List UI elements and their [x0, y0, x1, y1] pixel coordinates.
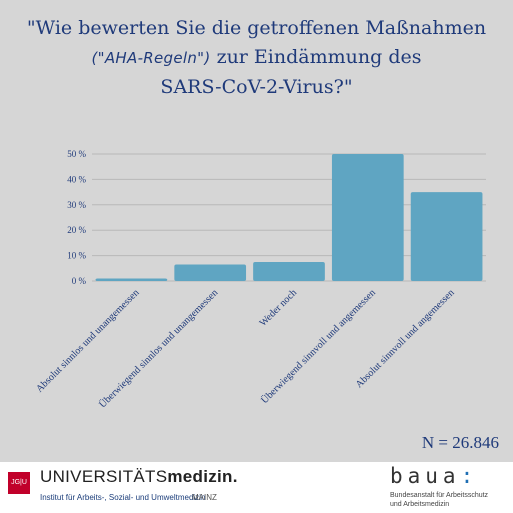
title-line-1: "Wie bewerten Sie die getroffenen Maßnah…	[26, 17, 487, 39]
baua-colon: :	[460, 464, 479, 488]
baua-word: baua	[390, 464, 461, 488]
uni-name-prefix: UNIVERSITÄTS	[40, 467, 168, 486]
y-tick-label: 30 %	[67, 200, 86, 210]
uni-name-bold: medizin.	[167, 467, 238, 486]
bar	[253, 261, 325, 281]
y-tick-label: 20 %	[67, 225, 86, 235]
bar	[331, 154, 404, 281]
chart-title: "Wie bewerten Sie die getroffenen Maßnah…	[0, 14, 513, 102]
title-highlight: ("AHA-Regeln")	[91, 49, 211, 67]
jgu-logo: JG|U	[8, 472, 30, 494]
bar-chart: 0 %10 %20 %30 %40 %50 %Absolut sinnlos u…	[34, 149, 486, 410]
institute-location: MAINZ	[192, 493, 217, 502]
y-tick-label: 50 %	[67, 149, 86, 159]
title-line-2: ("AHA-Regeln") zur Eindämmung des	[0, 43, 513, 73]
institute-name: Institut für Arbeits-, Sozial- und Umwel…	[40, 493, 206, 502]
sample-size-label: N = 26.846	[421, 433, 499, 452]
bar	[95, 278, 168, 281]
x-tick-label: Weder noch	[258, 287, 300, 329]
footer-logos: JG|U UNIVERSITÄTSmedizin. Institut für A…	[0, 462, 513, 513]
baua-logo: baua:	[390, 464, 478, 488]
baua-subtitle-line-2: und Arbeitsmedizin	[390, 501, 450, 508]
title-line-3: SARS-CoV-2-Virus?"	[160, 76, 353, 98]
bar	[410, 192, 483, 281]
y-tick-label: 40 %	[67, 174, 86, 184]
y-tick-label: 0 %	[72, 276, 87, 286]
baua-subtitle: Bundesanstalt für Arbeitsschutz und Arbe…	[390, 491, 510, 509]
baua-subtitle-line-1: Bundesanstalt für Arbeitsschutz	[390, 492, 489, 499]
universitaetsmedizin-logo: UNIVERSITÄTSmedizin.	[40, 467, 238, 487]
title-line-2-rest: zur Eindämmung des	[216, 46, 422, 68]
bar	[174, 264, 247, 281]
y-tick-label: 10 %	[67, 251, 86, 261]
